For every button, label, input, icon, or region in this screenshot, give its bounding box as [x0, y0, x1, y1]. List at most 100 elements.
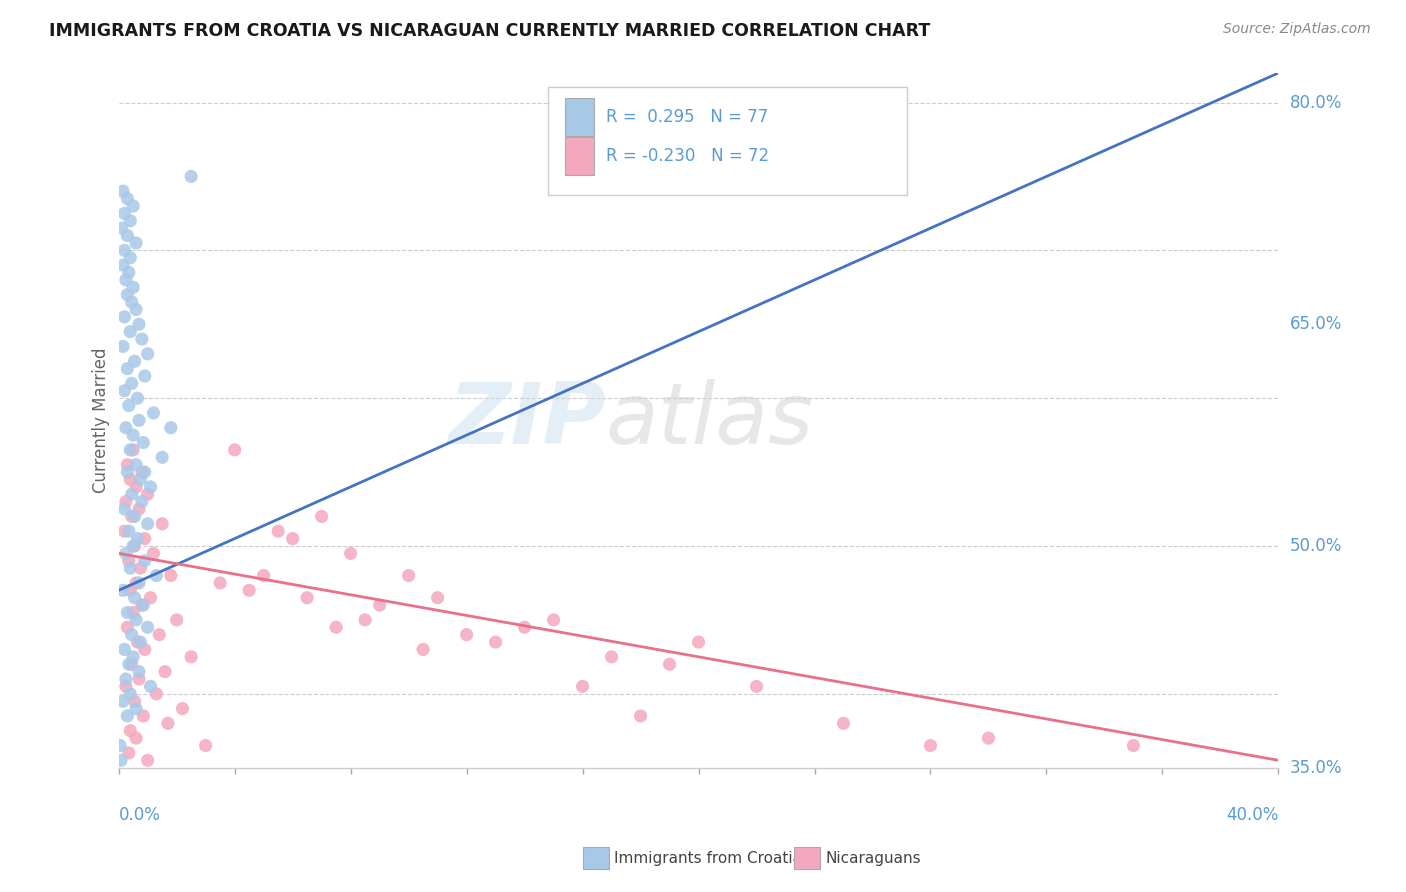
- Text: atlas: atlas: [606, 379, 814, 462]
- Point: [134, 554, 156, 568]
- Point: [134, 369, 156, 384]
- Point: [145, 568, 167, 582]
- Point: [543, 613, 565, 627]
- Point: [120, 687, 142, 701]
- Text: 50.0%: 50.0%: [1289, 537, 1343, 555]
- Point: [131, 494, 153, 508]
- Point: [121, 487, 143, 501]
- Point: [117, 287, 139, 301]
- Point: [160, 568, 183, 582]
- Point: [139, 680, 162, 694]
- Point: [368, 598, 391, 612]
- FancyBboxPatch shape: [548, 87, 907, 194]
- Point: [150, 516, 173, 531]
- Point: [111, 258, 134, 272]
- Point: [114, 384, 136, 398]
- Point: [114, 524, 136, 539]
- Text: 65.0%: 65.0%: [1289, 315, 1343, 334]
- Point: [136, 487, 159, 501]
- Point: [115, 546, 138, 560]
- Point: [110, 221, 132, 235]
- Point: [412, 642, 434, 657]
- Point: [118, 266, 141, 280]
- Point: [128, 318, 150, 332]
- Point: [122, 428, 145, 442]
- Point: [131, 332, 153, 346]
- Point: [125, 731, 148, 746]
- Point: [125, 613, 148, 627]
- Point: [136, 347, 159, 361]
- Point: [172, 701, 194, 715]
- Point: [281, 532, 304, 546]
- Text: 0.0%: 0.0%: [118, 805, 160, 824]
- Text: ZIP: ZIP: [449, 379, 606, 462]
- Point: [120, 583, 142, 598]
- Text: R =  0.295   N = 77: R = 0.295 N = 77: [606, 108, 768, 126]
- Point: [484, 635, 506, 649]
- Point: [121, 376, 143, 391]
- Point: [128, 672, 150, 686]
- Point: [120, 214, 142, 228]
- Point: [120, 325, 142, 339]
- Point: [111, 184, 134, 198]
- Point: [120, 723, 142, 738]
- Point: [658, 657, 681, 672]
- Point: [121, 657, 143, 672]
- Point: [129, 635, 152, 649]
- Point: [111, 339, 134, 353]
- Point: [122, 539, 145, 553]
- Point: [125, 480, 148, 494]
- Point: [920, 739, 942, 753]
- Point: [115, 421, 138, 435]
- Point: [124, 694, 146, 708]
- Point: [110, 753, 132, 767]
- Point: [325, 620, 347, 634]
- Point: [311, 509, 333, 524]
- Text: Nicaraguans: Nicaraguans: [825, 851, 921, 865]
- Point: [129, 473, 152, 487]
- Point: [111, 694, 134, 708]
- Point: [122, 199, 145, 213]
- Point: [354, 613, 377, 627]
- Point: [117, 192, 139, 206]
- Point: [128, 576, 150, 591]
- Point: [134, 532, 156, 546]
- Point: [121, 295, 143, 310]
- Point: [127, 532, 149, 546]
- Text: 80.0%: 80.0%: [1289, 94, 1343, 112]
- Point: [132, 598, 155, 612]
- Point: [124, 539, 146, 553]
- Point: [125, 302, 148, 317]
- Point: [166, 613, 188, 627]
- Text: 35.0%: 35.0%: [1289, 759, 1343, 777]
- Point: [117, 465, 139, 479]
- Text: Source: ZipAtlas.com: Source: ZipAtlas.com: [1223, 22, 1371, 37]
- Bar: [565, 97, 595, 136]
- Point: [114, 310, 136, 324]
- Point: [600, 649, 623, 664]
- Point: [108, 739, 131, 753]
- Point: [142, 546, 165, 560]
- Point: [120, 561, 142, 575]
- Point: [136, 620, 159, 634]
- Point: [124, 509, 146, 524]
- Point: [253, 568, 276, 582]
- Point: [114, 206, 136, 220]
- Point: [120, 251, 142, 265]
- Point: [131, 465, 153, 479]
- Point: [122, 442, 145, 457]
- Point: [513, 620, 536, 634]
- Point: [128, 665, 150, 679]
- Point: [125, 458, 148, 472]
- Point: [145, 687, 167, 701]
- Point: [114, 642, 136, 657]
- Point: [118, 524, 141, 539]
- Point: [114, 502, 136, 516]
- Point: [131, 598, 153, 612]
- Point: [120, 473, 142, 487]
- Point: [127, 391, 149, 405]
- Point: [426, 591, 449, 605]
- Point: [115, 672, 138, 686]
- Point: [134, 465, 156, 479]
- Point: [117, 458, 139, 472]
